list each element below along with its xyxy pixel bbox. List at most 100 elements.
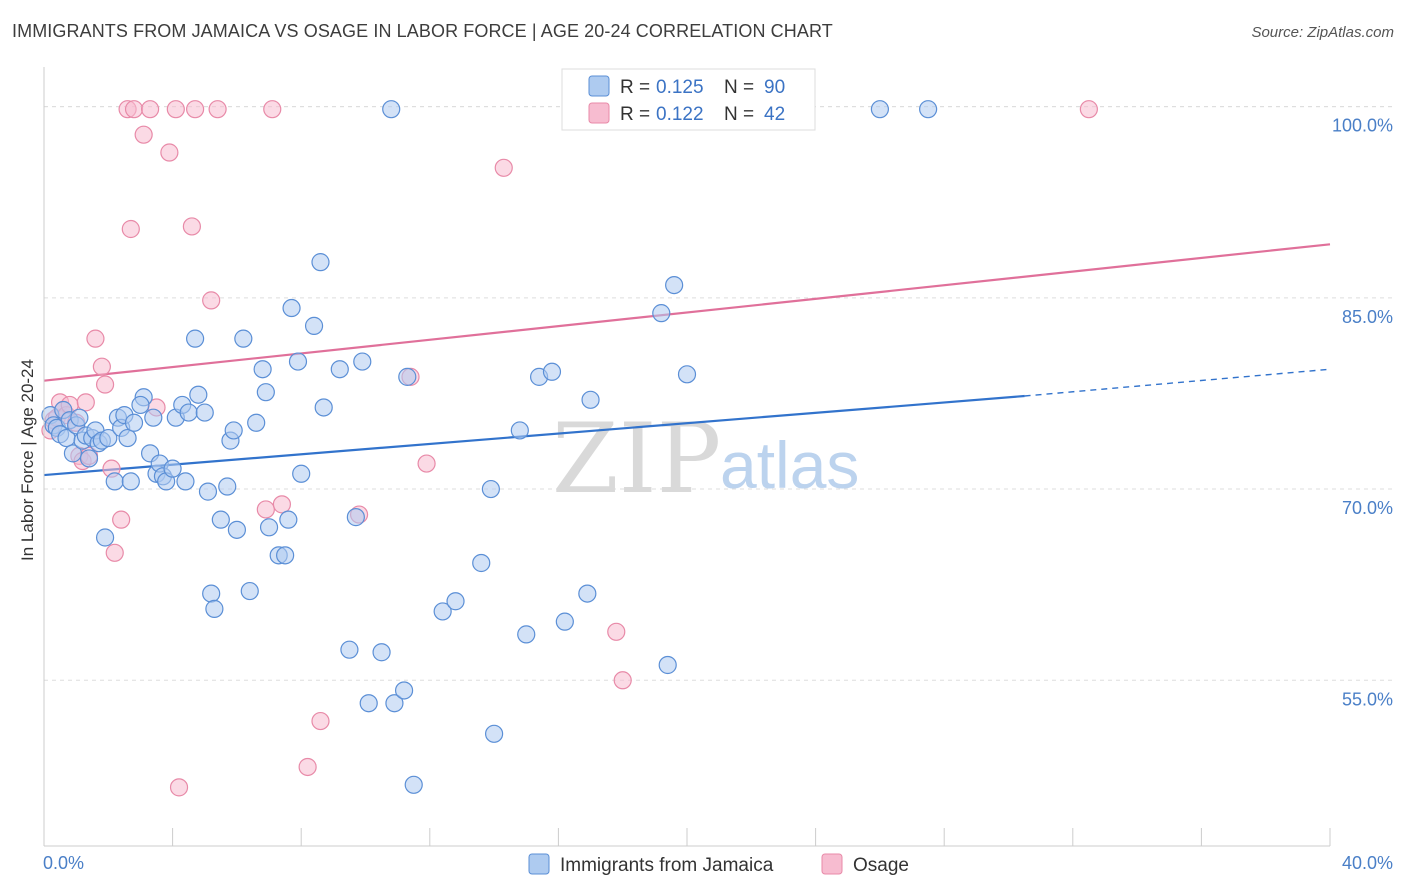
jamaica-point [346, 508, 365, 527]
jamaica-point [353, 352, 372, 371]
legend-swatch-blue [588, 75, 610, 97]
jamaica-point [359, 694, 378, 713]
y-tick-label: 55.0% [1342, 689, 1393, 709]
jamaica-point [163, 459, 182, 478]
jamaica-point [542, 362, 562, 381]
x-tick-label-max: 40.0% [1342, 853, 1393, 873]
jamaica-point [247, 413, 266, 432]
jamaica-point [218, 477, 237, 496]
jamaica-point [485, 724, 504, 743]
jamaica-point [510, 421, 529, 440]
bottom-legend-label-jamaica: Immigrants from Jamaica [560, 855, 774, 876]
osage-trend-line [43, 243, 1331, 382]
osage-point [140, 100, 160, 119]
jamaica-point [240, 581, 259, 601]
jamaica-point [259, 518, 279, 537]
jamaica-point [314, 398, 333, 417]
jamaica-point [202, 584, 221, 603]
watermark-atlas: atlas [720, 428, 859, 502]
jamaica-point [658, 655, 677, 675]
jamaica-point [665, 275, 684, 295]
osage-point [124, 100, 144, 119]
jamaica-point [95, 528, 115, 547]
jamaica-point [555, 612, 574, 631]
jamaica-point [186, 329, 205, 348]
jamaica-point [63, 444, 83, 463]
jamaica-point [385, 694, 404, 713]
jamaica-point [446, 592, 465, 611]
legend-r-value: 0.125 [656, 77, 704, 98]
jamaica-point [234, 329, 253, 348]
y-tick-label: 100.0% [1332, 116, 1393, 136]
jamaica-point [311, 253, 330, 272]
bottom-legend-swatch-blue [528, 853, 550, 875]
jamaica-point [198, 482, 218, 501]
jamaica-point [870, 100, 890, 119]
legend-n-value: 42 [764, 104, 785, 125]
jamaica-trend-line [43, 394, 1025, 477]
jamaica-point [372, 643, 391, 662]
osage-point [202, 291, 221, 310]
jamaica-trend-extension [1024, 368, 1331, 397]
jamaica-point [398, 367, 417, 386]
legend-r-label: R = [620, 104, 650, 125]
legend-n-value: 90 [764, 77, 785, 98]
jamaica-point [79, 449, 99, 468]
legend-r-value: 0.122 [656, 104, 704, 125]
jamaica-point [124, 413, 144, 432]
jamaica-point [382, 100, 401, 119]
jamaica-point [517, 625, 536, 644]
jamaica-point [292, 464, 311, 483]
legend-r-label: R = [620, 77, 650, 98]
jamaica-point [404, 775, 423, 794]
osage-point [613, 671, 632, 690]
osage-point [121, 219, 140, 239]
y-tick-label: 85.0% [1342, 307, 1393, 327]
legend-swatch-pink [588, 102, 610, 124]
jamaica-point [304, 316, 324, 335]
osage-point [169, 778, 189, 797]
osage-point [76, 393, 95, 412]
watermark: ZIP atlas [552, 403, 859, 515]
source-label: Source: ZipAtlas.com [1251, 24, 1394, 41]
osage-point [256, 500, 275, 519]
legend-n-label: N = [724, 104, 754, 125]
jamaica-point [205, 599, 224, 618]
jamaica-point [279, 510, 298, 529]
jamaica-point [105, 472, 124, 491]
jamaica-point [433, 602, 452, 621]
jamaica-point [227, 520, 246, 539]
osage-point [311, 711, 330, 731]
x-tick-label-min: 0.0% [43, 853, 84, 873]
y-tick-label: 70.0% [1342, 498, 1393, 518]
osage-point [182, 217, 201, 236]
jamaica-point [578, 584, 597, 603]
osage-point [208, 100, 227, 119]
osage-point [95, 375, 115, 394]
jamaica-point [276, 546, 295, 565]
osage-point [92, 357, 111, 376]
osage-point [105, 543, 124, 562]
jamaica-point [330, 360, 349, 379]
osage-point [160, 143, 179, 162]
osage-point [186, 100, 205, 119]
jamaica-point [472, 553, 491, 573]
jamaica-point [179, 403, 198, 422]
jamaica-point [121, 472, 140, 491]
jamaica-point [256, 383, 275, 402]
osage-point [417, 454, 436, 473]
watermark-zip: ZIP [552, 403, 721, 515]
jamaica-point [195, 403, 214, 422]
bottom-legend-label-osage: Osage [853, 855, 909, 876]
jamaica-point [131, 395, 150, 415]
osage-point [1079, 100, 1098, 119]
jamaica-point [118, 428, 137, 448]
osage-point [166, 100, 185, 119]
chart-title: IMMIGRANTS FROM JAMAICA VS OSAGE IN LABO… [12, 21, 833, 41]
jamaica-point [652, 304, 671, 323]
jamaica-point [919, 100, 938, 119]
osage-point [86, 329, 105, 348]
jamaica-point [70, 408, 89, 427]
trend-layer [43, 243, 1331, 477]
jamaica-point [211, 510, 230, 529]
